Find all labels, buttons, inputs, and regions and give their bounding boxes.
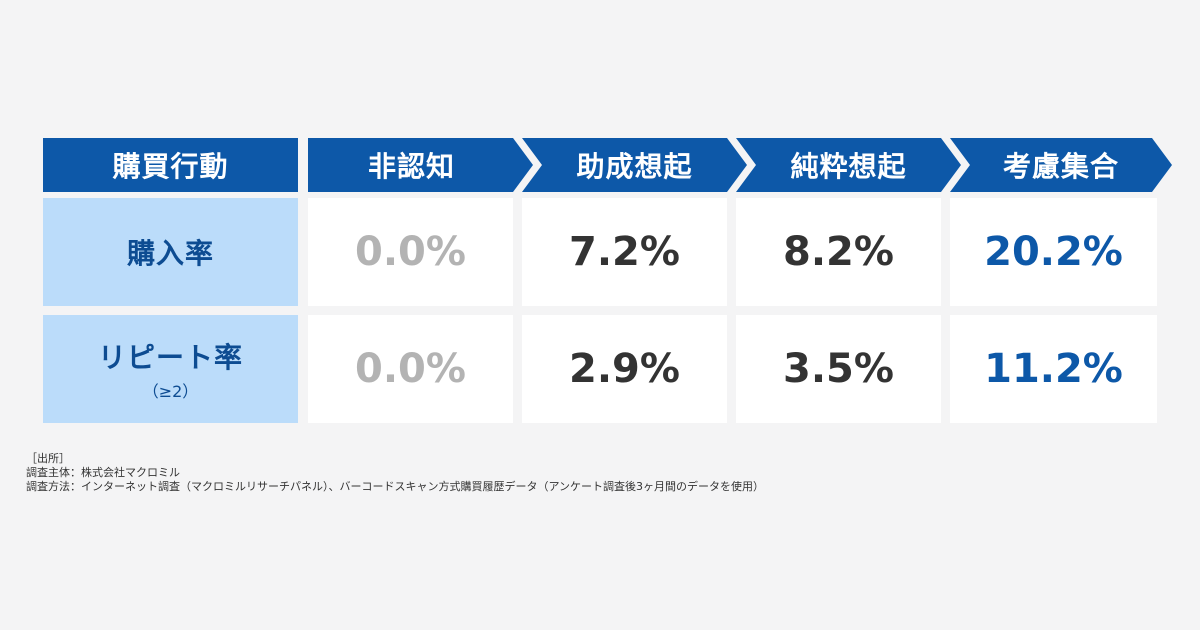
source-heading: ［出所］	[26, 452, 70, 465]
cell-value: 0.0%	[355, 229, 466, 275]
cell-value: 2.9%	[569, 346, 680, 392]
cell-value: 3.5%	[783, 346, 894, 392]
cell-value: 7.2%	[569, 229, 680, 275]
header-stage-consideration-set: 考慮集合	[950, 138, 1172, 192]
cell-value: 8.2%	[783, 229, 894, 275]
cell-value: 0.0%	[355, 346, 466, 392]
row-label-purchase-rate: 購入率	[43, 198, 298, 306]
cell-repeat-consideration-set: 11.2%	[950, 315, 1157, 423]
row-label-text: リピート率	[97, 341, 243, 374]
header-purchase-behavior-label: 購買行動	[112, 150, 229, 183]
source-notes: ［出所］ 調査主体：株式会社マクロミル 調査方法：インターネット調査（マクロミル…	[26, 452, 764, 494]
source-line-survey-entity: 調査主体：株式会社マクロミル	[26, 466, 180, 479]
row-label-text: 購入率	[126, 237, 214, 270]
cell-value: 20.2%	[984, 229, 1123, 275]
header-stage-unaided-recall: 純粋想起	[736, 138, 961, 192]
cell-purchase-unaided-recall: 8.2%	[736, 198, 941, 306]
header-stage-label: 純粋想起	[790, 150, 907, 183]
cell-purchase-aided-recall: 7.2%	[522, 198, 727, 306]
header-stage-aided-recall: 助成想起	[522, 138, 747, 192]
row-label-subtext: （≥2）	[142, 382, 199, 401]
header-stage-unaware: 非認知	[308, 138, 533, 192]
row-label-repeat-rate: リピート率 （≥2）	[43, 315, 298, 423]
header-stage-label: 非認知	[367, 150, 455, 183]
cell-value: 11.2%	[984, 346, 1123, 392]
cell-repeat-unaware: 0.0%	[308, 315, 513, 423]
source-line-survey-method: 調査方法：インターネット調査（マクロミルリサーチパネル）、バーコードスキャン方式…	[26, 480, 765, 493]
cell-purchase-unaware: 0.0%	[308, 198, 513, 306]
cell-purchase-consideration-set: 20.2%	[950, 198, 1157, 306]
header-stage-label: 助成想起	[576, 150, 693, 183]
cell-repeat-aided-recall: 2.9%	[522, 315, 727, 423]
header-stage-label: 考慮集合	[1002, 150, 1119, 183]
header-purchase-behavior: 購買行動	[43, 138, 298, 192]
cell-repeat-unaided-recall: 3.5%	[736, 315, 941, 423]
